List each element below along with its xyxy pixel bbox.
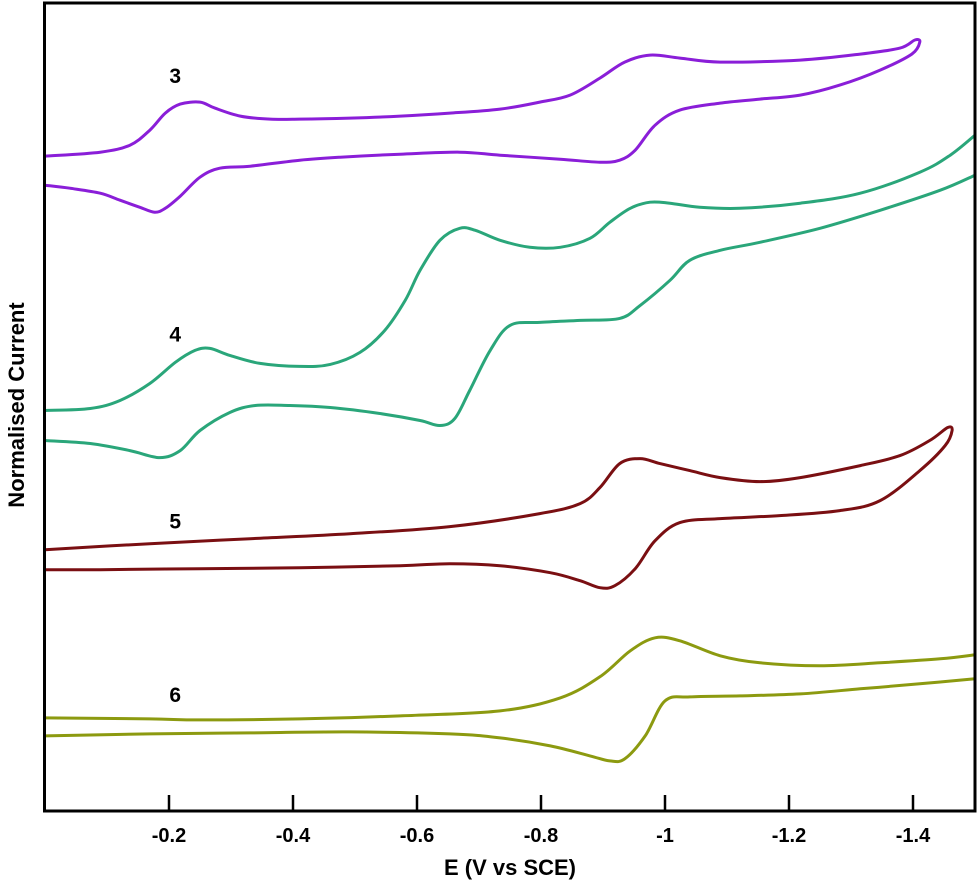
series-4-trace: [44, 134, 976, 412]
series-5-trace: [44, 425, 954, 590]
x-tick-label: -0.4: [276, 825, 311, 847]
x-tick-label: -0.6: [400, 825, 434, 847]
plot-frame: [43, 1, 977, 813]
x-tick-label: -0.2: [152, 825, 186, 847]
series-label-6: 6: [169, 684, 181, 707]
series-label-4: 4: [169, 323, 181, 346]
x-tick-label: -1: [656, 825, 674, 847]
series-3-trace: [44, 38, 922, 214]
y-axis-title: Normalised Current: [4, 302, 29, 508]
series-label-5: 5: [169, 511, 181, 534]
series-6-return-trace: [44, 677, 976, 764]
x-tick-label: -1.4: [896, 825, 931, 847]
curves: [44, 38, 976, 764]
x-tick-label: -1.2: [772, 825, 806, 847]
series-labels: 3 4 5 6: [169, 65, 181, 707]
series-4-return-trace: [44, 173, 976, 460]
x-axis-ticks: -0.2 -0.4 -0.6 -0.8 -1 -1.2 -1.4: [152, 795, 931, 847]
x-tick-label: -0.8: [524, 825, 558, 847]
series-6-trace: [44, 635, 976, 722]
series-label-3: 3: [169, 65, 181, 88]
x-axis-title: E (V vs SCE): [444, 855, 576, 880]
